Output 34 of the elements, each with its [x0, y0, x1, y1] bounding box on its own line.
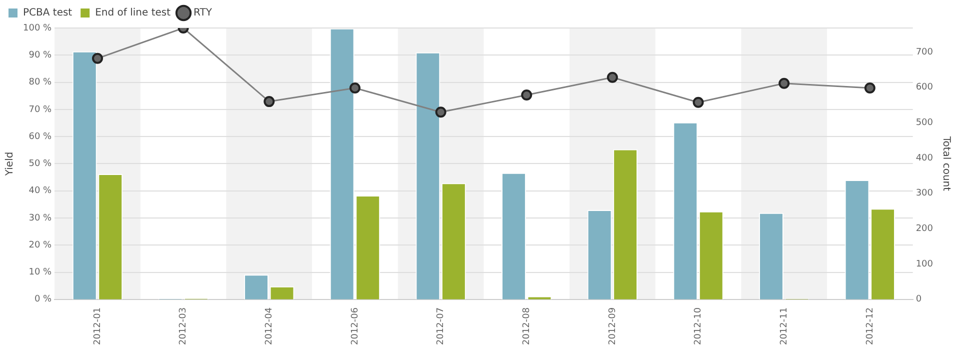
y2-tick-label: 200 — [916, 224, 934, 234]
y-tick-label: 10 % — [28, 268, 52, 278]
y-tick-label: 80 % — [28, 78, 52, 88]
x-tick-label: 2012-06 — [350, 307, 360, 346]
y-tick-label: 70 % — [28, 104, 52, 115]
x-tick-label: 2012-08 — [522, 307, 532, 346]
y2-axis-title: Total count — [940, 135, 952, 192]
y-tick-label: 40 % — [28, 186, 52, 196]
y-tick-label: 60 % — [28, 132, 52, 142]
y2-tick-label: 700 — [916, 47, 934, 58]
legend-label: End of line test — [95, 8, 171, 19]
y-tick-label: 50 % — [28, 159, 52, 170]
x-tick-label: 2012-10 — [694, 307, 704, 346]
y-tick-label: 100 % — [22, 23, 52, 34]
x-tick-label: 2012-04 — [264, 307, 274, 346]
y2-tick-label: 300 — [916, 188, 934, 199]
x-tick-label: 2012-07 — [436, 307, 446, 346]
y2-tick-label: 600 — [916, 82, 934, 93]
x-tick-label: 2012-12 — [865, 307, 876, 346]
x-tick-label: 2012-03 — [178, 307, 189, 346]
x-tick-label: 2012-09 — [608, 307, 618, 346]
legend-label: RTY — [194, 8, 213, 19]
y-tick-label: 20 % — [28, 240, 52, 250]
y2-tick-label: 0 — [916, 294, 922, 305]
y2-tick-label: 400 — [916, 153, 934, 164]
y-tick-label: 90 % — [28, 50, 52, 60]
y2-tick-label: 100 — [916, 259, 934, 270]
x-tick-label: 2012-01 — [92, 307, 103, 346]
y-tick-label: 30 % — [28, 213, 52, 224]
y-axis-title: Yield — [4, 152, 16, 177]
y2-tick-label: 500 — [916, 118, 934, 128]
y-tick-label: 0 % — [34, 294, 52, 305]
x-tick-label: 2012-11 — [779, 307, 790, 346]
legend-label: PCBA test — [23, 8, 72, 19]
